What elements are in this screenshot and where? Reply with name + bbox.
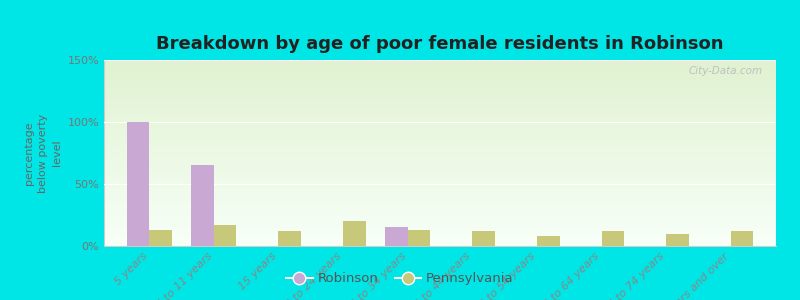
Bar — [730, 231, 754, 246]
Bar — [385, 227, 408, 246]
Bar — [343, 221, 366, 246]
Bar — [126, 122, 150, 246]
Text: City-Data.com: City-Data.com — [689, 66, 762, 76]
Bar — [214, 225, 237, 246]
Bar — [537, 236, 559, 246]
Bar — [408, 230, 430, 246]
Bar — [472, 231, 495, 246]
Legend: Robinson, Pennsylvania: Robinson, Pennsylvania — [281, 267, 519, 290]
Bar — [602, 231, 624, 246]
Bar — [666, 234, 689, 246]
Bar — [278, 231, 301, 246]
Y-axis label: percentage
below poverty
level: percentage below poverty level — [24, 113, 62, 193]
Title: Breakdown by age of poor female residents in Robinson: Breakdown by age of poor female resident… — [156, 35, 724, 53]
Bar — [191, 165, 214, 246]
Bar — [150, 230, 172, 246]
